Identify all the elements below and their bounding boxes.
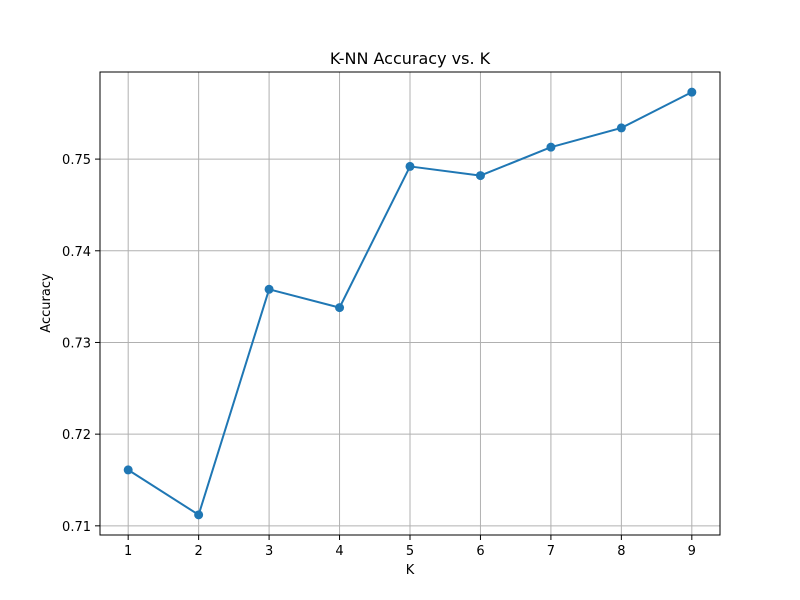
ticks: 1 2 3 4 5 6 7 8 9 0.71 0.72 0.73 0.74 0.75	[62, 153, 696, 559]
series-layer	[123, 87, 697, 520]
x-tick-label: 7	[547, 544, 555, 559]
chart-title: K-NN Accuracy vs. K	[330, 49, 491, 68]
y-tick-label: 0.74	[62, 245, 91, 260]
x-axis-label: K	[406, 563, 415, 578]
data-point	[405, 161, 415, 171]
data-point	[123, 465, 133, 475]
y-tick-label: 0.75	[62, 153, 91, 168]
data-point	[546, 142, 556, 152]
y-tick-label: 0.73	[62, 336, 91, 351]
x-tick-label: 1	[124, 544, 132, 559]
x-tick-label: 3	[265, 544, 273, 559]
data-point	[616, 123, 626, 133]
x-tick-label: 5	[406, 544, 414, 559]
x-tick-label: 4	[335, 544, 343, 559]
x-tick-label: 2	[194, 544, 202, 559]
data-point	[475, 171, 485, 181]
data-point	[194, 510, 204, 520]
y-tick-label: 0.72	[62, 428, 91, 443]
x-tick-label: 6	[476, 544, 484, 559]
y-tick-label: 0.71	[62, 520, 91, 535]
grid	[100, 72, 720, 535]
y-axis-label: Accuracy	[39, 273, 54, 333]
data-point	[335, 303, 345, 313]
data-point	[687, 87, 697, 97]
x-tick-label: 8	[617, 544, 625, 559]
x-tick-label: 9	[688, 544, 696, 559]
data-point	[264, 284, 274, 294]
